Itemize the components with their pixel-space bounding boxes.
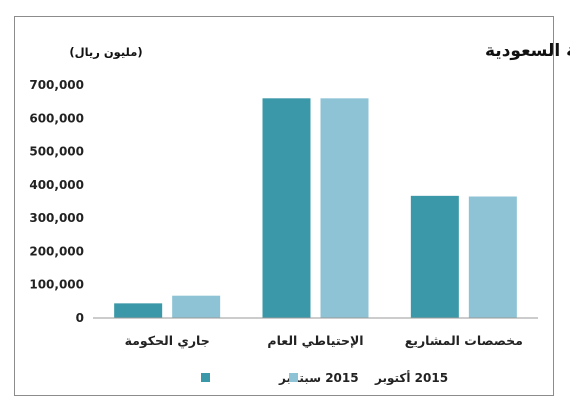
y-axis-ticks: 0 100,000 200,000 300,000 400,000 500,000 600,… [29,78,84,325]
x-category-label: جاري الحكومة [125,333,210,348]
bar-september-1 [262,98,311,318]
y-tick-label: 700,000 [29,78,84,92]
legend-swatch-october [289,373,298,382]
bar-september-2 [410,195,459,318]
bar-september-0 [114,303,163,318]
chart-title: مكونات ودائع وإحتياطي الحكومة السعودية [485,41,570,61]
y-tick-label: 200,000 [29,244,84,258]
x-category-label: الإحتياطي العام [267,333,363,349]
y-tick-label: 500,000 [29,145,84,159]
bar-october-0 [172,295,221,318]
x-axis-categories: جاري الحكومة الإحتياطي العام مخصصات المشار… [125,333,523,349]
y-tick-label: 400,000 [29,178,84,192]
x-category-label: مخصصات المشاريع [405,333,523,348]
bar-october-2 [468,196,517,318]
bar-october-1 [320,98,369,318]
chart-subtitle: (مليون ريال) [69,45,142,60]
legend-label-october: 2015 أكتوبر [374,370,448,386]
y-tick-label: 300,000 [29,211,84,225]
y-tick-label: 0 [76,311,84,325]
y-tick-label: 600,000 [29,111,84,125]
bars [114,98,517,318]
y-tick-label: 100,000 [29,278,84,292]
legend-label-september: 2015 سبتمبر [278,371,359,385]
legend-swatch-september [201,373,210,382]
